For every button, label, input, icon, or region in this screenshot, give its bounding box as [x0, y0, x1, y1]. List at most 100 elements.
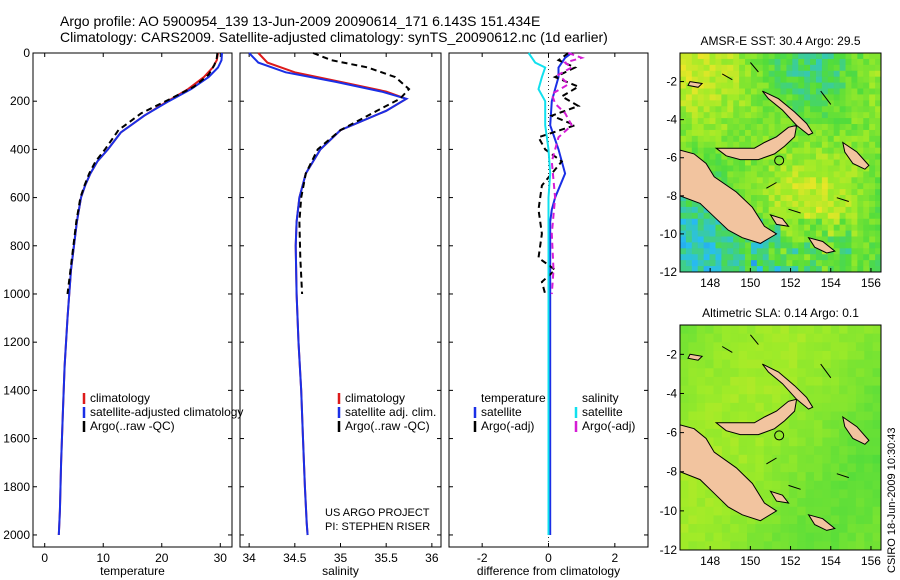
map-cell: [680, 124, 687, 131]
map-cell: [815, 177, 823, 184]
map-cell: [797, 541, 807, 550]
map-cell: [847, 437, 857, 447]
map-cell: [762, 183, 770, 190]
map-cell: [788, 333, 798, 343]
map-cell: [804, 200, 811, 208]
map-cell: [755, 454, 765, 465]
map-cell: [810, 153, 817, 161]
map-cell: [872, 480, 881, 491]
map-cell: [875, 236, 881, 244]
map-cell: [827, 106, 835, 113]
map-cell: [815, 195, 823, 202]
sla-map-xtick-label: 150: [740, 554, 760, 568]
map-cell: [780, 189, 788, 196]
map-cell: [814, 437, 823, 447]
map-cell: [705, 428, 715, 439]
map-cell: [863, 200, 870, 208]
map-cell: [830, 463, 840, 473]
map-cell: [797, 376, 807, 387]
map-cell: [839, 206, 847, 214]
map-cell: [805, 489, 815, 499]
map-cell: [810, 82, 817, 90]
map-cell: [680, 141, 687, 149]
map-cell: [839, 463, 849, 473]
map-cell: [804, 171, 811, 178]
map-cell: [747, 376, 756, 387]
map-cell: [869, 236, 876, 244]
map-cell: [705, 376, 715, 387]
map-cell: [774, 106, 782, 113]
map-cell: [762, 206, 770, 214]
map-cell: [721, 236, 728, 244]
map-cell: [762, 248, 770, 255]
map-cell: [814, 325, 823, 335]
map-cell: [864, 325, 874, 335]
map-cell: [810, 124, 817, 131]
map-cell: [797, 437, 807, 447]
map-cell: [721, 260, 728, 267]
map-cell: [804, 230, 811, 238]
map-cell: [680, 515, 689, 525]
coastline-segment: [750, 62, 759, 73]
map-cell: [691, 147, 699, 155]
map-cell: [821, 183, 829, 190]
map-cell: [830, 506, 840, 516]
map-cell: [768, 58, 776, 66]
map-cell: [705, 342, 715, 352]
map-cell: [864, 333, 874, 343]
map-cell: [745, 165, 752, 172]
map-cell: [822, 394, 832, 404]
map-cell: [821, 165, 829, 172]
map-cell: [788, 437, 798, 447]
map-cell: [709, 141, 717, 149]
map-cell: [762, 266, 770, 272]
map-cell: [851, 183, 858, 190]
map-cell: [845, 177, 853, 184]
map-cell: [792, 159, 799, 167]
map-cell: [814, 394, 823, 404]
map-cell: [715, 82, 722, 90]
map-cell: [798, 58, 805, 66]
map-cell: [721, 541, 731, 550]
map-cell: [713, 325, 723, 335]
map-cell: [721, 524, 731, 534]
map-cell: [839, 124, 847, 131]
map-cell: [750, 242, 758, 249]
map-cell: [750, 195, 758, 202]
map-cell: [804, 236, 811, 244]
map-cell: [851, 135, 858, 143]
map-cell: [739, 171, 746, 178]
map-cell: [774, 76, 782, 84]
map-cell: [839, 200, 847, 208]
map-cell: [703, 106, 711, 113]
new-britain-land: [714, 124, 798, 161]
map-cell: [727, 177, 734, 184]
map-cell: [857, 118, 864, 125]
map-cell: [680, 260, 687, 267]
map-cell: [780, 359, 790, 369]
map-cell: [762, 53, 770, 60]
depth-tick-label: 1000: [3, 287, 30, 301]
new-ireland-land: [762, 90, 814, 136]
map-cell: [827, 260, 835, 267]
map-cell: [847, 541, 857, 550]
map-cell: [805, 498, 815, 508]
depth-tick-label: 1200: [3, 335, 30, 349]
map-cell: [680, 118, 687, 125]
map-cell: [772, 498, 782, 508]
map-cell: [680, 248, 687, 255]
map-cell: [703, 141, 711, 149]
map-cell: [685, 70, 693, 78]
map-cell: [845, 76, 853, 84]
map-cell: [815, 183, 823, 190]
map-cell: [851, 118, 858, 125]
map-cell: [872, 489, 881, 499]
map-cell: [822, 402, 832, 413]
map-cell: [756, 124, 764, 131]
map-cell: [798, 94, 805, 101]
map-cell: [733, 159, 740, 167]
map-cell: [786, 94, 793, 101]
map-cell: [869, 224, 876, 232]
map-cell: [691, 230, 699, 238]
map-cell: [830, 489, 840, 499]
